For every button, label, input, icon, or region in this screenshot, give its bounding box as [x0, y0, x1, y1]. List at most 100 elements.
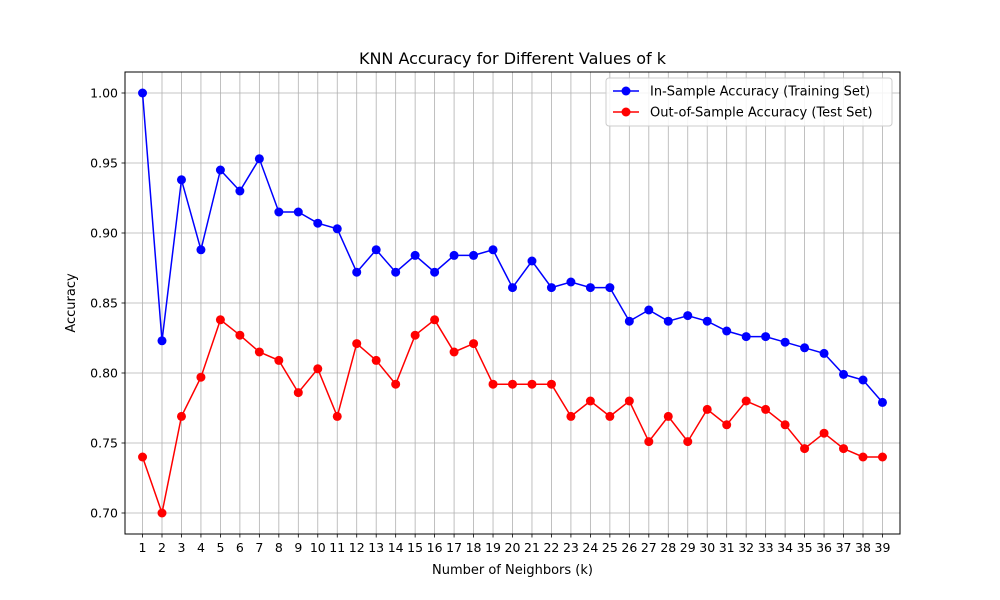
data-point [780, 420, 790, 430]
legend-label: Out-of-Sample Accuracy (Test Set) [650, 106, 873, 121]
y-tick-label: 0.90 [90, 226, 118, 241]
data-point [176, 411, 186, 421]
data-point [761, 332, 771, 342]
data-point [157, 336, 167, 346]
data-point [839, 369, 849, 379]
data-point [332, 411, 342, 421]
x-tick-label: 30 [699, 540, 715, 555]
data-point [566, 411, 576, 421]
x-tick-label: 5 [216, 540, 224, 555]
x-tick-label: 4 [197, 540, 205, 555]
x-tick-label: 27 [641, 540, 657, 555]
data-point [702, 404, 712, 414]
data-point [410, 330, 420, 340]
data-point [546, 379, 556, 389]
data-point [352, 267, 362, 277]
data-point [741, 396, 751, 406]
data-point [254, 347, 264, 357]
x-tick-label: 2 [158, 540, 166, 555]
data-point [663, 411, 673, 421]
data-point [858, 452, 868, 462]
data-point [683, 311, 693, 321]
data-point [430, 267, 440, 277]
data-point [819, 348, 829, 358]
data-point [819, 428, 829, 438]
x-tick-label: 33 [758, 540, 774, 555]
data-point [371, 355, 381, 365]
data-point [254, 154, 264, 164]
data-point [313, 364, 323, 374]
data-point [800, 343, 810, 353]
data-point [488, 379, 498, 389]
data-point [839, 444, 849, 454]
data-point [274, 355, 284, 365]
x-tick-label: 20 [505, 540, 521, 555]
data-point [410, 250, 420, 260]
data-point [371, 245, 381, 255]
data-point [196, 245, 206, 255]
x-tick-label: 11 [329, 540, 345, 555]
data-point [741, 332, 751, 342]
x-tick-label: 26 [621, 540, 637, 555]
data-point [722, 326, 732, 336]
data-point [235, 330, 245, 340]
x-tick-label: 32 [738, 540, 754, 555]
data-point [391, 379, 401, 389]
data-point [566, 277, 576, 287]
x-tick-label: 9 [294, 540, 302, 555]
data-point [780, 337, 790, 347]
chart-title: KNN Accuracy for Different Values of k [359, 49, 667, 68]
data-point [605, 283, 615, 293]
x-tick-label: 17 [446, 540, 462, 555]
legend-label: In-Sample Accuracy (Training Set) [650, 85, 870, 100]
series-layer [138, 88, 887, 518]
x-tick-label: 10 [310, 540, 326, 555]
data-point [585, 396, 595, 406]
data-point [196, 372, 206, 382]
data-point [293, 388, 303, 398]
data-point [877, 452, 887, 462]
data-point [157, 508, 167, 518]
x-tick-label: 1 [139, 540, 147, 555]
x-tick-label: 14 [388, 540, 404, 555]
data-point [702, 316, 712, 326]
x-tick-label: 6 [236, 540, 244, 555]
y-tick-label: 1.00 [90, 86, 118, 101]
x-tick-label: 35 [797, 540, 813, 555]
x-tick-label: 37 [836, 540, 852, 555]
data-point [313, 218, 323, 228]
data-point [800, 444, 810, 454]
series-0 [138, 88, 887, 407]
y-axis-label: Accuracy [64, 273, 79, 333]
legend-marker [621, 86, 631, 96]
x-tick-label: 13 [368, 540, 384, 555]
data-point [235, 186, 245, 196]
x-tick-label: 28 [660, 540, 676, 555]
data-point [469, 339, 479, 349]
x-tick-label: 38 [855, 540, 871, 555]
data-point [644, 437, 654, 447]
data-point [488, 245, 498, 255]
data-point [215, 165, 225, 175]
legend: In-Sample Accuracy (Training Set) Out-of-… [605, 77, 893, 127]
legend-box [605, 77, 893, 127]
data-point [138, 452, 148, 462]
y-tick-label: 0.75 [90, 436, 118, 451]
x-tick-label: 31 [719, 540, 735, 555]
data-point [858, 375, 868, 385]
data-point [215, 315, 225, 325]
x-tick-label: 36 [816, 540, 832, 555]
data-point [663, 316, 673, 326]
data-point [449, 347, 459, 357]
x-tick-label: 15 [407, 540, 423, 555]
data-point [391, 267, 401, 277]
data-point [722, 420, 732, 430]
data-point [138, 88, 148, 98]
x-tick-label: 7 [255, 540, 263, 555]
data-point [527, 379, 537, 389]
data-point [683, 437, 693, 447]
x-tick-label: 24 [582, 540, 598, 555]
legend-marker [621, 107, 631, 117]
data-point [624, 396, 634, 406]
